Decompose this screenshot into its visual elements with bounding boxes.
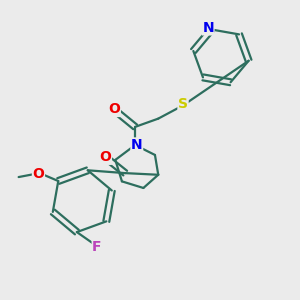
Text: N: N: [202, 21, 214, 35]
Text: S: S: [178, 97, 188, 111]
Text: N: N: [131, 138, 142, 152]
Text: O: O: [32, 167, 44, 181]
Text: F: F: [92, 240, 102, 254]
Text: O: O: [108, 102, 120, 116]
Text: O: O: [100, 150, 111, 164]
